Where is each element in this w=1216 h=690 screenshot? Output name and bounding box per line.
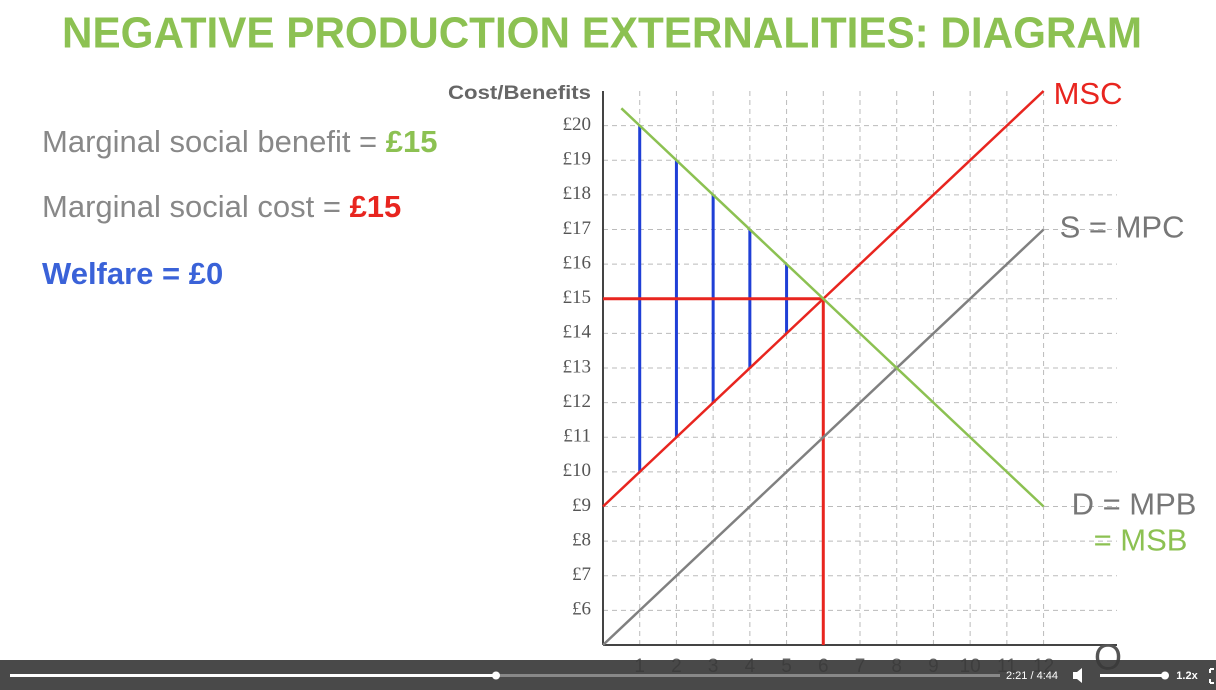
video-player: 2:21 / 4:44 1.2x <box>0 660 1216 690</box>
series-line <box>620 107 1045 508</box>
series-label: D = MPB <box>1072 487 1197 522</box>
y-tick-label: £13 <box>563 356 592 377</box>
volume-slider[interactable] <box>1100 674 1165 677</box>
slide-title: NEGATIVE PRODUCTION EXTERNALITIES: DIAGR… <box>62 9 1142 58</box>
line-value: £15 <box>386 124 438 159</box>
progress-fill <box>10 674 496 677</box>
speed-button[interactable]: 1.2x <box>1176 670 1198 682</box>
fullscreen-button[interactable] <box>1209 668 1214 684</box>
slide-line: Marginal social cost = £15 <box>42 189 401 224</box>
y-tick-label: £15 <box>563 287 592 308</box>
line-value: £15 <box>350 189 402 224</box>
volume-button[interactable] <box>1073 668 1082 683</box>
volume-handle[interactable] <box>1161 671 1169 680</box>
y-axis-label: Cost/Benefits <box>448 83 591 104</box>
y-tick-label: £8 <box>572 529 591 550</box>
time-display: 2:21 / 4:44 <box>1006 670 1058 682</box>
y-tick-label: £16 <box>563 252 592 273</box>
y-tick-label: £12 <box>563 391 592 412</box>
series-line <box>602 228 1045 646</box>
slide-line: Marginal social benefit = £15 <box>42 124 438 159</box>
series-label: S = MPC <box>1060 210 1185 245</box>
y-tick-label: £14 <box>563 322 592 343</box>
y-tick-label: £20 <box>563 114 592 135</box>
y-tick-label: £7 <box>572 564 591 585</box>
series-label: MSC <box>1054 76 1123 111</box>
line-label: Marginal social benefit = <box>42 124 386 159</box>
y-tick-label: £6 <box>572 599 591 620</box>
y-tick-label: £19 <box>563 149 592 170</box>
progress-track[interactable] <box>10 674 1000 677</box>
y-tick-label: £18 <box>563 183 592 204</box>
annotation: = MSB <box>1094 523 1188 558</box>
line-label: Marginal social cost = <box>42 189 350 224</box>
y-tick-label: £11 <box>563 426 591 447</box>
chart: 123456789101112£6£7£8£9£10£11£12£13£14£1… <box>448 76 1196 677</box>
y-tick-label: £10 <box>563 460 592 481</box>
y-tick-label: £9 <box>572 495 591 516</box>
y-tick-label: £17 <box>563 218 592 239</box>
progress-handle[interactable] <box>492 671 500 680</box>
slide-line: Welfare = £0 <box>42 256 223 291</box>
